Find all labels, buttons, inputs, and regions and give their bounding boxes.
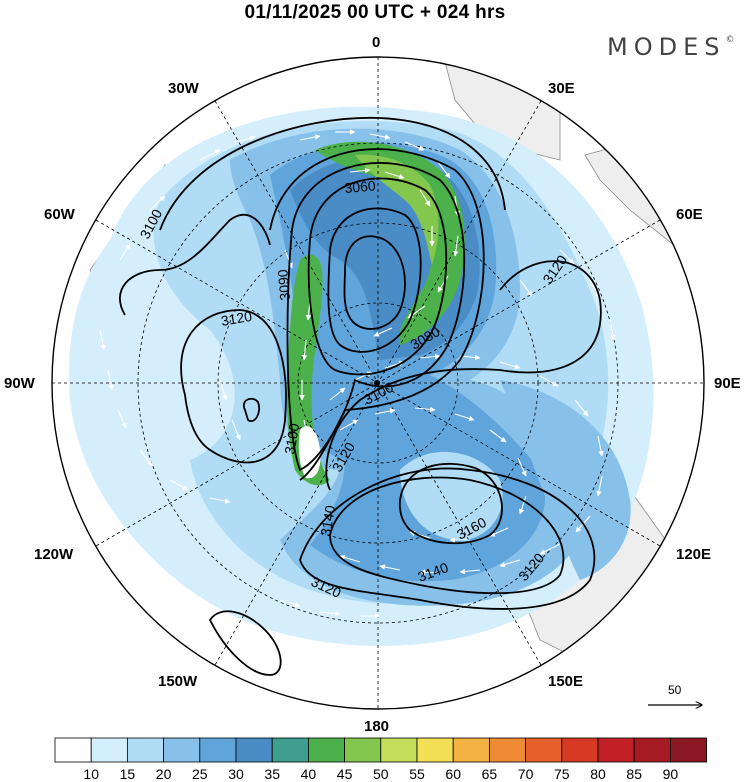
colorbar-swatch [90, 737, 128, 763]
contour-3160 [398, 462, 503, 545]
colorbar-tick-label: 15 [120, 766, 136, 782]
contour-label: 3060 [344, 177, 377, 196]
brand-logo: MODES© [607, 33, 735, 61]
colorbar-tick-label: 90 [663, 766, 679, 782]
colorbar-tick-label: 35 [264, 766, 280, 782]
colorbar-swatch [597, 737, 635, 763]
contour-3100-west [119, 213, 271, 316]
contour-label: 3090 [274, 268, 293, 301]
colorbar-swatch [54, 737, 92, 763]
map-content [52, 57, 704, 709]
colorbar-swatch [271, 737, 309, 763]
colorbar-tick-label: 10 [83, 766, 99, 782]
lon-label-60w: 60W [44, 206, 75, 223]
colorbar-tick-label: 80 [590, 766, 606, 782]
colorbar-swatch [670, 737, 708, 763]
contour-3100-north [269, 148, 485, 481]
colorbar-tick-label: 60 [445, 766, 461, 782]
colorbar-tick-label: 70 [518, 766, 534, 782]
lon-label-120w: 120W [34, 546, 74, 563]
colorbar-tick-label: 45 [337, 766, 353, 782]
lon-label-30e: 30E [548, 80, 575, 97]
colorbar-swatch [452, 737, 490, 763]
colorbar-swatch [525, 737, 563, 763]
lon-label-150e: 150E [548, 673, 584, 690]
wind-vectors [99, 129, 655, 619]
contour-3120-loop [242, 397, 261, 422]
lon-label-0: 0 [372, 34, 381, 51]
wind-reference-label: 50 [668, 683, 682, 697]
colorbar-tick-label: 20 [156, 766, 172, 782]
contour-3120-south [299, 467, 596, 610]
contour-3140 [329, 476, 565, 595]
colorbar-swatch [488, 737, 526, 763]
contour-3080-inner [327, 207, 422, 353]
contour-3080 [307, 177, 448, 376]
contour-3120-east [325, 260, 602, 491]
colorbar-swatch [307, 737, 345, 763]
chart-title: 01/11/2025 00 UTC + 024 hrs [244, 2, 506, 23]
colorbar-tick-label: 40 [301, 766, 317, 782]
lon-label-60e: 60E [676, 206, 703, 223]
colorbar-swatch [416, 737, 454, 763]
contour-3120-west [180, 309, 287, 464]
colorbar-swatch [561, 737, 599, 763]
lon-label-180: 180 [364, 718, 390, 735]
contour-3100-outer [159, 116, 506, 231]
colorbar-swatch [633, 737, 671, 763]
colorbar-swatch [163, 737, 201, 763]
contour-label: 3120 [220, 308, 254, 329]
map-boundary [51, 56, 705, 710]
height-contours [119, 116, 602, 676]
lon-label-30w: 30W [168, 80, 199, 97]
polar-map: 3060 3080 3090 3100 3100 3100 3120 3120 … [51, 56, 705, 710]
lon-label-150w: 150W [158, 673, 198, 690]
colorbar-swatch [380, 737, 418, 763]
contour-3060 [343, 235, 406, 330]
pole-marker [374, 380, 380, 386]
lon-label-120e: 120E [676, 546, 712, 563]
colorbar-swatch [344, 737, 382, 763]
lon-label-90w: 90W [4, 375, 35, 392]
colorbar-tick-label: 85 [626, 766, 642, 782]
contour-label: 3100 [281, 422, 302, 456]
colorbar-tick-label: 50 [373, 766, 389, 782]
contour-3120-pacific [208, 610, 282, 676]
colorbar-tick-label: 75 [554, 766, 570, 782]
colorbar-swatch [235, 737, 273, 763]
colorbar-tick-label: 55 [409, 766, 425, 782]
contour-label: 3140 [317, 504, 338, 538]
contour-3090 [286, 162, 466, 472]
colorbar-tick-label: 25 [192, 766, 208, 782]
colorbar-swatch [199, 737, 237, 763]
lon-label-90e: 90E [714, 375, 741, 392]
colorbar-tick-label: 65 [482, 766, 498, 782]
colorbar-swatch [127, 737, 165, 763]
colorbar-tick-label: 30 [228, 766, 244, 782]
